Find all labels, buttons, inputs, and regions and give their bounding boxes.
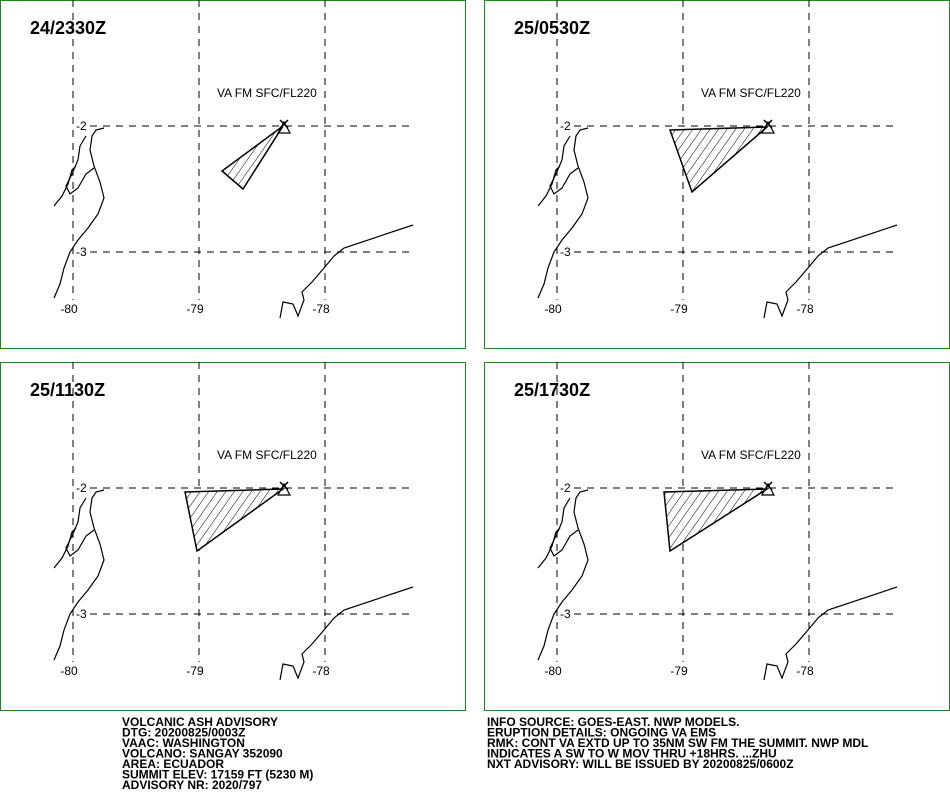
- coastline: [53, 165, 77, 207]
- volcano-mark: [763, 481, 773, 491]
- lat-label: -3: [560, 607, 571, 621]
- coastline: [763, 224, 898, 319]
- coastline: [53, 127, 105, 299]
- advisory-line: ADVISORY NR: 2020/797: [122, 778, 262, 792]
- map-panel: 24/2330Z VA FM SFC/FL220 -80 -79 -78 -2 -3: [0, 0, 466, 349]
- coastline: [537, 165, 561, 207]
- advisory-line: VOLCANO: SANGAY 352090: [122, 747, 283, 761]
- coastline: [549, 135, 579, 195]
- panel-border: [484, 0, 950, 349]
- ash-area: [184, 488, 286, 553]
- advisory-line: NXT ADVISORY: WILL BE ISSUED BY 20200825…: [487, 757, 794, 771]
- ash-area: [668, 126, 770, 194]
- coastline: [279, 224, 414, 319]
- advisory-line: VOLCANIC ASH ADVISORY: [122, 715, 278, 729]
- ash-label: VA FM SFC/FL220: [701, 448, 801, 462]
- coastline: [65, 497, 95, 557]
- panel-border: [484, 362, 950, 711]
- lat-label: -2: [560, 481, 571, 495]
- panel-time: 25/1130Z: [30, 380, 105, 400]
- map-panel: 25/0530Z VA FM SFC/FL220 -80 -79 -78 -2 -3: [484, 0, 950, 349]
- coastline: [537, 489, 589, 661]
- lon-label: -78: [796, 302, 814, 316]
- lon-label: -78: [312, 664, 330, 678]
- coastline: [537, 127, 589, 299]
- advisory-line: RMK: CONT VA EXTD UP TO 35NM SW FM THE S…: [487, 736, 868, 750]
- lon-label: -79: [670, 664, 688, 678]
- ash-area: [220, 125, 284, 191]
- volcano-mark: [279, 481, 289, 491]
- advisory-line: INFO SOURCE: GOES-EAST. NWP MODELS.: [487, 715, 739, 729]
- lat-label: -3: [76, 245, 87, 259]
- lon-label: -80: [60, 664, 78, 678]
- coastline: [53, 527, 77, 569]
- volcano-mark: [279, 119, 289, 129]
- ash-label: VA FM SFC/FL220: [701, 86, 801, 100]
- panel-time: 25/1730Z: [514, 380, 590, 400]
- panel-border: [0, 362, 466, 711]
- volcano-mark: [763, 119, 773, 129]
- lon-label: -79: [186, 664, 204, 678]
- panel-time: 25/0530Z: [514, 18, 590, 38]
- lon-label: -80: [60, 302, 78, 316]
- coastline: [549, 497, 579, 557]
- coastline: [763, 586, 898, 681]
- coastline: [279, 586, 414, 681]
- lon-label: -78: [796, 664, 814, 678]
- advisory-line: ERUPTION DETAILS: ONGOING VA EMS: [487, 726, 716, 740]
- coastline: [53, 489, 105, 661]
- lat-label: -3: [560, 245, 571, 259]
- lat-label: -3: [76, 607, 87, 621]
- coastline: [537, 527, 561, 569]
- lon-label: -79: [186, 302, 204, 316]
- ash-label: VA FM SFC/FL220: [217, 86, 317, 100]
- advisory-line: SUMMIT ELEV: 17159 FT (5230 M): [122, 768, 313, 782]
- panel-time: 24/2330Z: [30, 18, 106, 38]
- lon-label: -80: [544, 664, 562, 678]
- lon-label: -79: [670, 302, 688, 316]
- ash-area: [663, 488, 770, 553]
- coastline: [65, 135, 95, 195]
- advisory-line: DTG: 20200825/0003Z: [122, 726, 245, 740]
- advisory-line: AREA: ECUADOR: [122, 757, 224, 771]
- advisory-line: INDICATES A SW TO W MOV THRU +18HRS. ...…: [487, 747, 777, 761]
- lat-label: -2: [76, 119, 87, 133]
- lon-label: -80: [544, 302, 562, 316]
- advisory-line: VAAC: WASHINGTON: [122, 736, 245, 750]
- map-panel: 25/1130Z VA FM SFC/FL220 -80 -79 -78 -2 -3: [0, 362, 466, 711]
- ash-label: VA FM SFC/FL220: [217, 448, 317, 462]
- map-panel: 25/1730Z VA FM SFC/FL220 -80 -79 -78 -2 -3: [484, 362, 950, 711]
- lon-label: -78: [312, 302, 330, 316]
- lat-label: -2: [76, 481, 87, 495]
- lat-label: -2: [560, 119, 571, 133]
